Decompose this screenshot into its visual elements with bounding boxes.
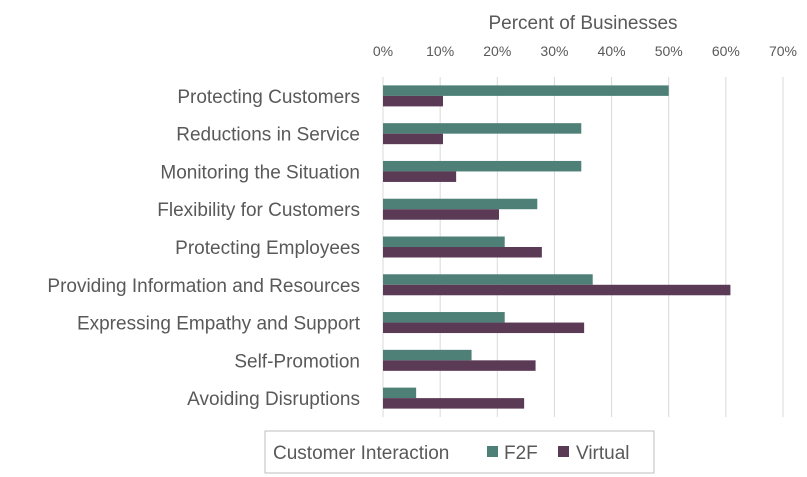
category-label: Self-Promotion [234, 351, 360, 372]
legend-swatch-f2f [487, 446, 498, 457]
bar-virtual [383, 133, 443, 145]
bar-f2f [383, 160, 582, 172]
legend: Customer Interaction F2F Virtual [264, 430, 655, 474]
bars [383, 85, 731, 409]
legend-box [264, 430, 655, 474]
legend-label-f2f: F2F [504, 443, 538, 464]
bar-f2f [383, 123, 582, 134]
legend-swatch-virtual [558, 446, 569, 457]
x-tick-label: 50% [655, 43, 683, 59]
category-label: Avoiding Disruptions [187, 389, 360, 410]
x-tick-labels: 0% 10% 20% 30% 40% 50% 60% 70% [373, 43, 797, 59]
bar-f2f [383, 274, 593, 285]
category-label: Expressing Empathy and Support [77, 314, 361, 335]
bar-virtual [383, 95, 443, 107]
bar-f2f [383, 198, 538, 210]
category-label: Protecting Employees [175, 238, 360, 259]
bar-virtual [383, 171, 457, 182]
bar-virtual [383, 247, 542, 258]
x-tick-label: 10% [426, 43, 454, 59]
x-tick-label: 60% [712, 43, 740, 59]
x-tick-label: 40% [598, 43, 626, 59]
bar-virtual [383, 398, 525, 409]
bar-f2f [383, 349, 472, 361]
legend-title: Customer Interaction [273, 443, 449, 464]
bar-f2f [383, 387, 417, 399]
bar-virtual [383, 322, 585, 334]
category-label: Reductions in Service [176, 125, 360, 146]
bar-f2f [383, 236, 505, 247]
x-axis-title: Percent of Businesses [488, 13, 677, 34]
bar-virtual [383, 209, 499, 220]
category-label: Providing Information and Resources [47, 276, 360, 297]
bar-f2f [383, 312, 505, 323]
x-tick-label: 30% [540, 43, 568, 59]
bar-virtual [383, 284, 731, 296]
bar-f2f [383, 85, 669, 96]
bar-virtual [383, 360, 536, 371]
legend-label-virtual: Virtual [576, 443, 630, 464]
category-label: Protecting Customers [177, 87, 360, 108]
x-tick-label: 0% [373, 43, 393, 59]
category-label: Flexibility for Customers [157, 200, 360, 221]
x-tick-label: 20% [483, 43, 511, 59]
x-tick-label: 70% [769, 43, 797, 59]
category-label: Monitoring the Situation [160, 162, 360, 183]
category-labels: Protecting Customers Reductions in Servic… [47, 87, 360, 410]
